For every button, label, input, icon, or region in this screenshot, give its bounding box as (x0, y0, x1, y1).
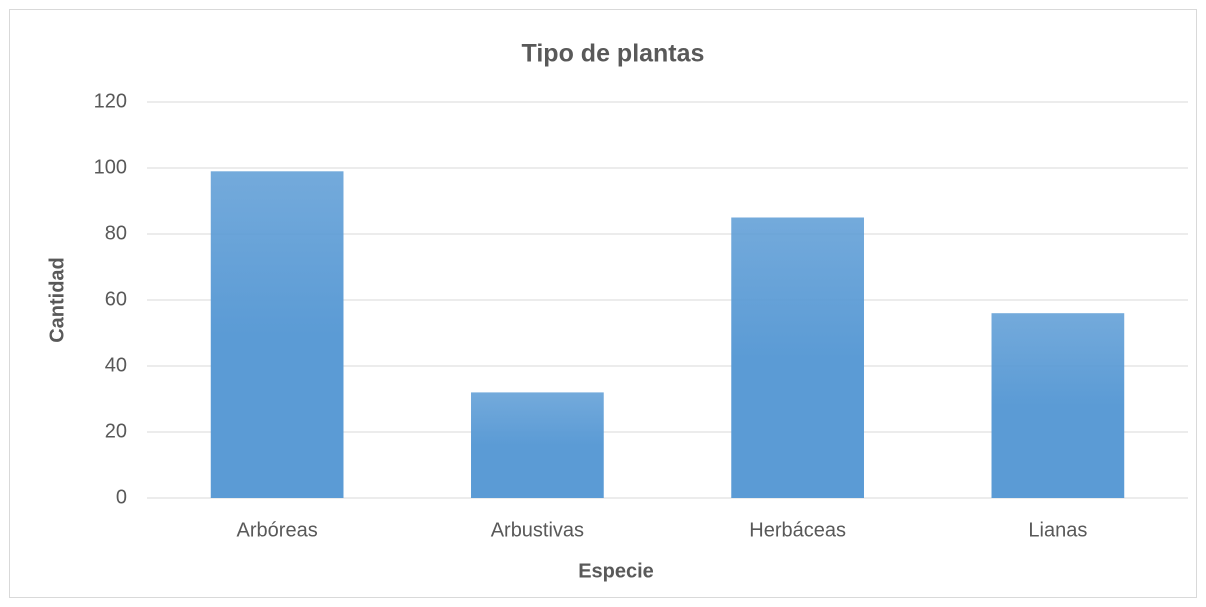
x-tick-label: Herbáceas (749, 519, 846, 541)
y-tick-label: 40 (105, 354, 127, 376)
bar (731, 217, 864, 498)
bar (991, 313, 1125, 498)
x-axis-title: Especie (578, 560, 654, 582)
y-tick-label: 60 (105, 288, 127, 310)
chart-border (9, 9, 1197, 598)
y-tick-label: 100 (94, 156, 127, 178)
x-tick-label: Arbóreas (237, 519, 318, 541)
chart-title: Tipo de plantas (522, 40, 705, 68)
y-tick-label: 0 (116, 486, 127, 508)
bar (471, 392, 604, 498)
y-tick-label: 120 (94, 90, 127, 112)
x-tick-label: Arbustivas (491, 519, 584, 541)
y-tick-label: 80 (105, 222, 127, 244)
x-tick-label: Lianas (1028, 519, 1087, 541)
y-tick-label: 20 (105, 420, 127, 442)
y-axis-title: Cantidad (46, 257, 68, 343)
bar (210, 171, 344, 499)
